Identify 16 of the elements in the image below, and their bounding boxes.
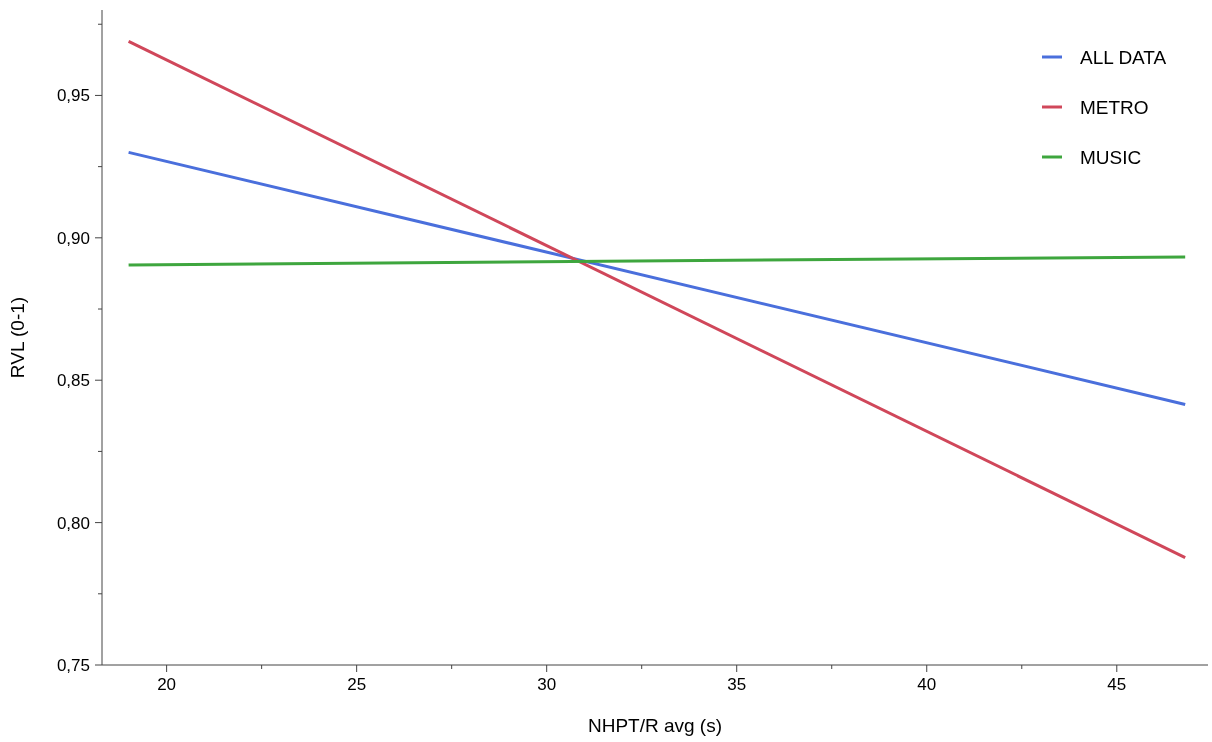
- y-tick-label: 0,75: [56, 656, 90, 675]
- x-tick-label: 30: [537, 675, 557, 694]
- y-axis-title: RVL (0-1): [7, 296, 28, 379]
- legend-label: ALL DATA: [1080, 47, 1167, 68]
- y-tick-label: 0,80: [56, 513, 90, 533]
- y-tick-label: 0,85: [56, 371, 90, 391]
- x-tick-label: 35: [727, 675, 747, 694]
- y-tick-label: 0,90: [56, 228, 90, 248]
- legend-label: METRO: [1080, 97, 1149, 118]
- x-axis-title: NHPT/R avg (s): [587, 715, 723, 736]
- y-tick-label: 0,95: [56, 86, 90, 106]
- x-tick-label: 25: [347, 675, 367, 694]
- x-tick-label: 20: [157, 675, 177, 694]
- legend-label: MUSIC: [1080, 147, 1142, 168]
- x-tick-label: 45: [1107, 675, 1127, 694]
- x-tick-label: 40: [917, 675, 937, 694]
